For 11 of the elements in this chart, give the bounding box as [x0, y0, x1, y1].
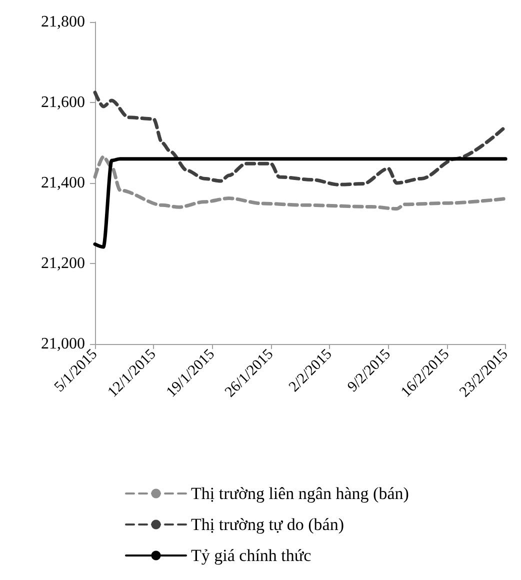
y-tick-label: 21,200	[41, 255, 85, 272]
line-series	[93, 157, 508, 249]
legend-label: Thị trường tự do (bán)	[191, 515, 344, 534]
y-tick-label: 21,400	[41, 174, 85, 192]
y-tick-label: 21,800	[41, 14, 85, 30]
y-tick-label: 21,600	[41, 94, 85, 111]
legend-label: Tỷ giá chính thức	[191, 546, 312, 565]
y-tick-label: 21,000	[41, 336, 85, 352]
legend-label: Thị trường liên ngân hàng (bán)	[191, 484, 409, 503]
line-series	[93, 90, 508, 186]
line-series	[93, 155, 508, 211]
